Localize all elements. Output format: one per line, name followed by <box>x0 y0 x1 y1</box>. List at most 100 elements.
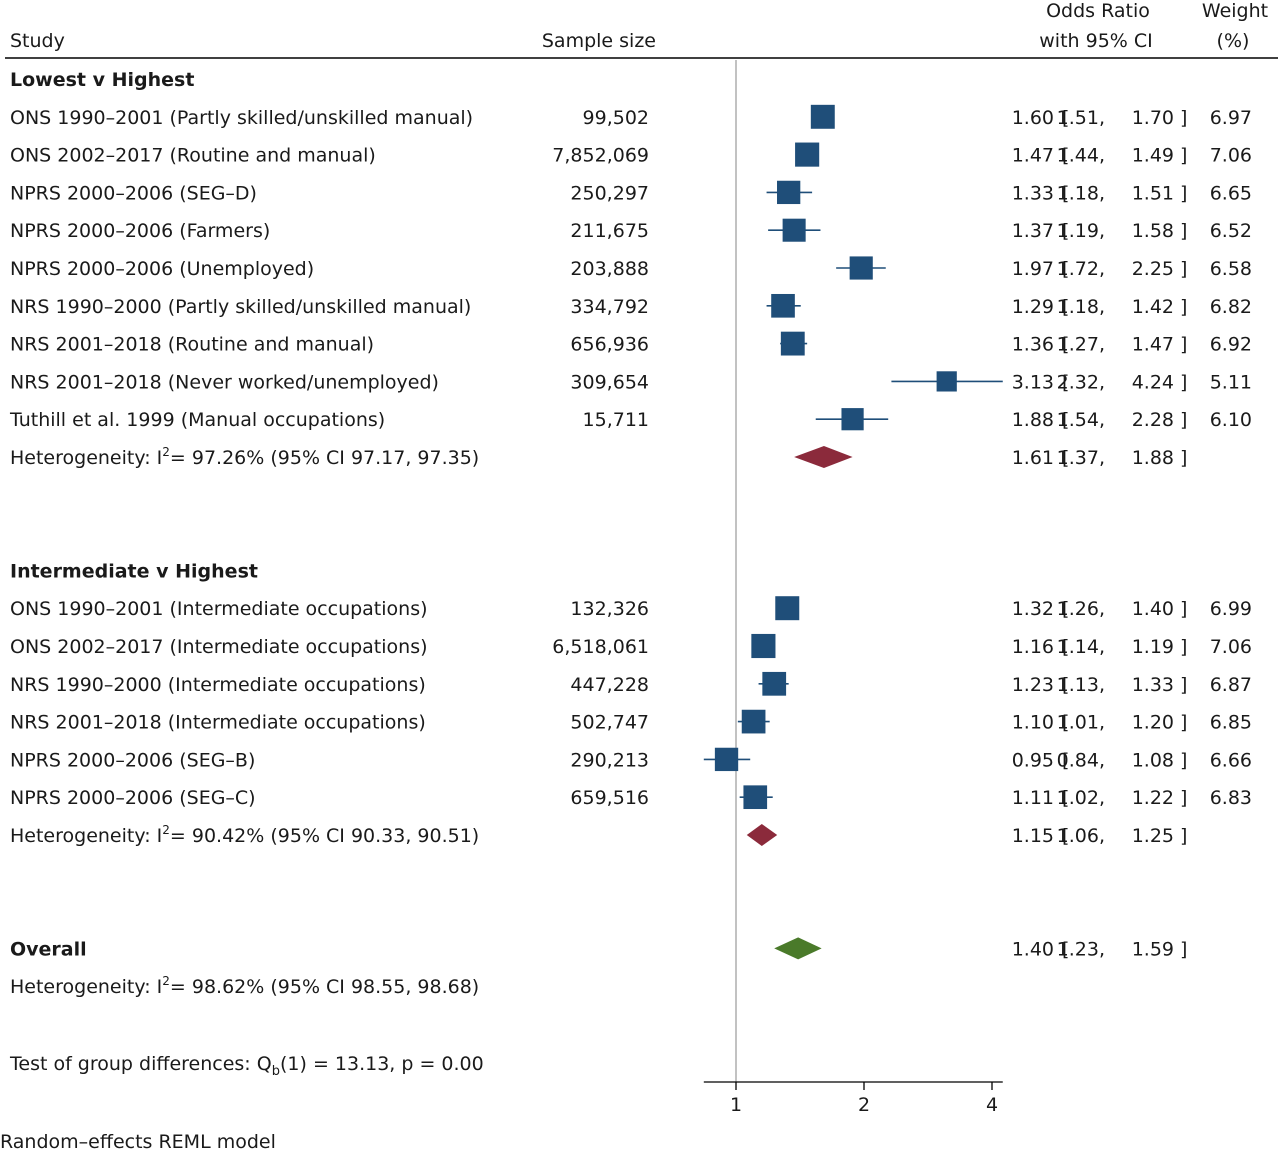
ci-upper: 2.25 <box>1132 258 1174 280</box>
ci-upper: 1.88 <box>1132 447 1174 469</box>
effect-marker <box>849 256 873 280</box>
sample-size: 447,228 <box>570 674 649 696</box>
ci-lower: 1.26, <box>1057 598 1105 620</box>
ci-lower: 0.84, <box>1057 749 1105 771</box>
sample-size: 203,888 <box>570 258 649 280</box>
ci-lower: 1.02, <box>1057 787 1105 809</box>
ci-lower: 1.19, <box>1057 220 1105 242</box>
effect-marker <box>780 331 805 356</box>
effect-marker <box>762 671 787 696</box>
heterogeneity-superscript: 2 <box>162 974 170 988</box>
or-value: 1.47 <box>1012 145 1054 167</box>
overall-heterogeneity-text: Heterogeneity: I2= 98.62% (95% CI 98.55,… <box>10 974 479 998</box>
study-label: NPRS 2000–2006 (Farmers) <box>10 220 270 242</box>
ci-upper: 1.42 <box>1132 296 1174 318</box>
study-label: NRS 1990–2000 (Intermediate occupations) <box>10 674 426 696</box>
ci-upper: 1.22 <box>1132 787 1174 809</box>
x-tick-label: 2 <box>858 1094 870 1116</box>
or-value: 1.15 <box>1012 825 1054 847</box>
ci-lower: 1.72, <box>1057 258 1105 280</box>
or-value: 1.33 <box>1012 182 1054 204</box>
group-test-subscript: b <box>272 1064 280 1079</box>
or-value: 1.10 <box>1012 712 1054 734</box>
study-label: NRS 2001–2018 (Never worked/unemployed) <box>10 371 439 393</box>
ci-upper: 2.28 <box>1132 409 1174 431</box>
study-label: ONS 1990–2001 (Partly skilled/unskilled … <box>10 107 473 129</box>
weight-value: 6.97 <box>1210 107 1252 129</box>
ci-close-bracket: ] <box>1180 787 1187 809</box>
study-label: ONS 2002–2017 (Intermediate occupations) <box>10 636 428 658</box>
ci-open-bracket: [ <box>1062 938 1069 960</box>
heterogeneity-value: = 98.62% (95% CI 98.55, 98.68) <box>170 976 479 998</box>
ci-upper: 1.59 <box>1132 938 1174 960</box>
study-label: NRS 2001–2018 (Routine and manual) <box>10 334 374 356</box>
x-tick-label: 1 <box>730 1094 742 1116</box>
group-difference-test: Test of group differences: Qb(1) = 13.13… <box>9 1053 484 1079</box>
ci-close-bracket: ] <box>1180 107 1187 129</box>
ci-open-bracket: [ <box>1062 636 1069 658</box>
ci-open-bracket: [ <box>1062 258 1069 280</box>
ci-open-bracket: [ <box>1062 371 1069 393</box>
or-value: 3.13 <box>1012 371 1054 393</box>
study-label: Tuthill et al. 1999 (Manual occupations) <box>9 409 385 431</box>
ci-upper: 1.25 <box>1132 825 1174 847</box>
weight-value: 6.99 <box>1210 598 1252 620</box>
ci-lower: 1.27, <box>1057 334 1105 356</box>
ci-open-bracket: [ <box>1062 296 1069 318</box>
ci-close-bracket: ] <box>1180 145 1187 167</box>
ci-lower: 1.37, <box>1057 447 1105 469</box>
or-value: 1.37 <box>1012 220 1054 242</box>
sample-size: 6,518,061 <box>552 636 649 658</box>
ci-open-bracket: [ <box>1062 145 1069 167</box>
ci-lower: 1.18, <box>1057 182 1105 204</box>
ci-open-bracket: [ <box>1062 825 1069 847</box>
effect-marker <box>810 104 835 129</box>
weight-value: 5.11 <box>1210 371 1252 393</box>
or-value: 1.16 <box>1012 636 1054 658</box>
plot-body: Lowest v Highest ONS 1990–2001 (Partly sk… <box>0 60 1252 1151</box>
sample-size: 659,516 <box>570 787 649 809</box>
ci-upper: 1.19 <box>1132 636 1174 658</box>
ci-close-bracket: ] <box>1180 938 1187 960</box>
sample-size: 334,792 <box>570 296 649 318</box>
ci-open-bracket: [ <box>1062 220 1069 242</box>
group-label: Intermediate v Highest <box>10 560 258 582</box>
effect-marker <box>777 180 801 205</box>
effect-marker <box>751 633 776 659</box>
effect-marker <box>775 596 800 621</box>
ci-close-bracket: ] <box>1180 220 1187 242</box>
heterogeneity-superscript: 2 <box>162 445 170 459</box>
or-value: 0.95 <box>1012 749 1054 771</box>
weight-value: 6.66 <box>1210 749 1252 771</box>
sample-size: 290,213 <box>570 749 649 771</box>
ci-open-bracket: [ <box>1062 182 1069 204</box>
ci-close-bracket: ] <box>1180 636 1187 658</box>
ci-close-bracket: ] <box>1180 334 1187 356</box>
heterogeneity-text: Heterogeneity: I2= 90.42% (95% CI 90.33,… <box>10 823 479 847</box>
overall-label: Overall <box>10 938 87 960</box>
weight-value: 7.06 <box>1210 636 1252 658</box>
study-label: NPRS 2000–2006 (SEG–C) <box>10 787 256 809</box>
ci-upper: 1.33 <box>1132 674 1174 696</box>
ci-open-bracket: [ <box>1062 447 1069 469</box>
ci-lower: 1.51, <box>1057 107 1105 129</box>
sample-size: 99,502 <box>583 107 649 129</box>
effect-marker <box>841 408 864 431</box>
weight-value: 6.83 <box>1210 787 1252 809</box>
sample-size: 211,675 <box>570 220 649 242</box>
ci-lower: 1.14, <box>1057 636 1105 658</box>
or-value: 1.40 <box>1012 938 1054 960</box>
heterogeneity-superscript: 2 <box>162 823 170 837</box>
or-value: 1.88 <box>1012 409 1054 431</box>
sample-size: 656,936 <box>570 334 649 356</box>
header-weight-unit: (%) <box>1217 30 1250 52</box>
ci-close-bracket: ] <box>1180 258 1187 280</box>
ci-lower: 1.13, <box>1057 674 1105 696</box>
heterogeneity-label: Heterogeneity: I <box>10 976 162 998</box>
weight-value: 6.58 <box>1210 258 1252 280</box>
header-study: Study <box>10 30 65 52</box>
header-weight: Weight <box>1202 0 1268 22</box>
ci-close-bracket: ] <box>1180 598 1187 620</box>
ci-upper: 1.49 <box>1132 145 1174 167</box>
